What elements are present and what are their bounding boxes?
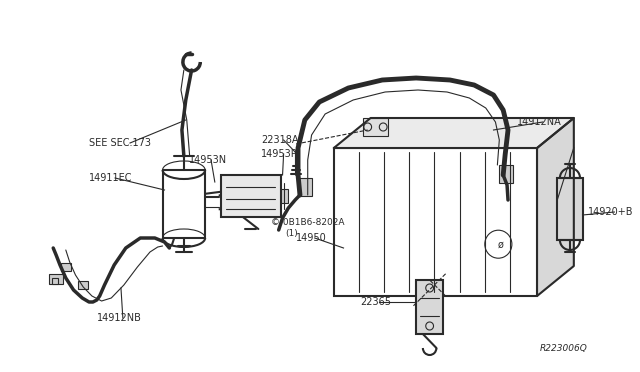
Text: 14911EC: 14911EC [89,173,132,183]
Bar [163,170,205,238]
Text: 14953P: 14953P [261,149,298,159]
Text: 14953N: 14953N [189,155,227,165]
Polygon shape [537,118,574,296]
Text: 22365: 22365 [360,297,391,307]
Bar [49,274,63,284]
Bar [499,165,513,183]
Text: ø: ø [497,239,503,249]
Bar [298,178,312,196]
Text: 14912NB: 14912NB [97,313,141,323]
Bar [416,280,443,334]
Bar [78,281,88,289]
Text: 14950: 14950 [296,233,327,243]
Text: R223006Q: R223006Q [540,343,588,353]
Bar [280,189,289,203]
Bar [334,148,537,296]
Text: (1): (1) [285,228,298,237]
Text: SEE SEC.173: SEE SEC.173 [89,138,151,148]
Bar [557,178,582,240]
Bar [61,263,70,271]
Text: © 0B1B6-8202A: © 0B1B6-8202A [271,218,344,227]
Bar [221,175,280,217]
Polygon shape [334,118,574,148]
Text: 22318A: 22318A [261,135,299,145]
Bar [52,278,58,284]
Text: 14912NA: 14912NA [516,117,561,127]
Text: 14920+B: 14920+B [588,207,634,217]
Bar [363,118,388,136]
